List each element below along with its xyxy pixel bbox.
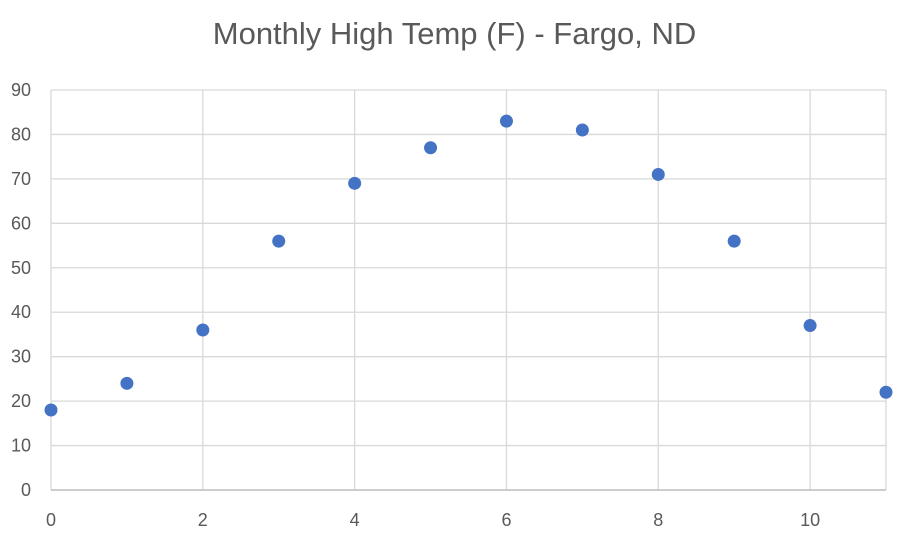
y-tick-label: 0 <box>21 480 31 500</box>
grid-lines <box>50 89 887 491</box>
x-tick-label: 10 <box>800 510 820 530</box>
y-tick-label: 80 <box>11 124 31 144</box>
x-axis: 0 2 4 6 8 10 <box>46 510 820 530</box>
x-tick-label: 8 <box>653 510 663 530</box>
y-tick-label: 60 <box>11 213 31 233</box>
data-point <box>727 234 741 248</box>
data-point <box>803 319 817 333</box>
y-tick-label: 50 <box>11 258 31 278</box>
y-tick-label: 30 <box>11 347 31 367</box>
y-tick-label: 70 <box>11 169 31 189</box>
chart-title: Monthly High Temp (F) - Fargo, ND <box>212 16 697 51</box>
data-point <box>651 167 665 181</box>
y-tick-label: 90 <box>11 80 31 100</box>
data-point <box>575 123 589 137</box>
x-tick-label: 0 <box>46 510 56 530</box>
data-points <box>44 114 893 417</box>
x-tick-label: 6 <box>501 510 511 530</box>
data-point <box>272 234 286 248</box>
y-axis: 0 10 20 30 40 50 60 70 80 90 <box>11 80 31 500</box>
y-tick-label: 40 <box>11 302 31 322</box>
data-point <box>120 376 134 390</box>
data-point <box>348 176 362 190</box>
data-point <box>44 403 58 417</box>
data-point <box>424 141 438 155</box>
data-point <box>499 114 513 128</box>
x-tick-label: 4 <box>350 510 360 530</box>
y-tick-label: 10 <box>11 436 31 456</box>
x-tick-label: 2 <box>198 510 208 530</box>
data-point <box>196 323 210 337</box>
data-point <box>879 385 893 399</box>
y-tick-label: 20 <box>11 391 31 411</box>
